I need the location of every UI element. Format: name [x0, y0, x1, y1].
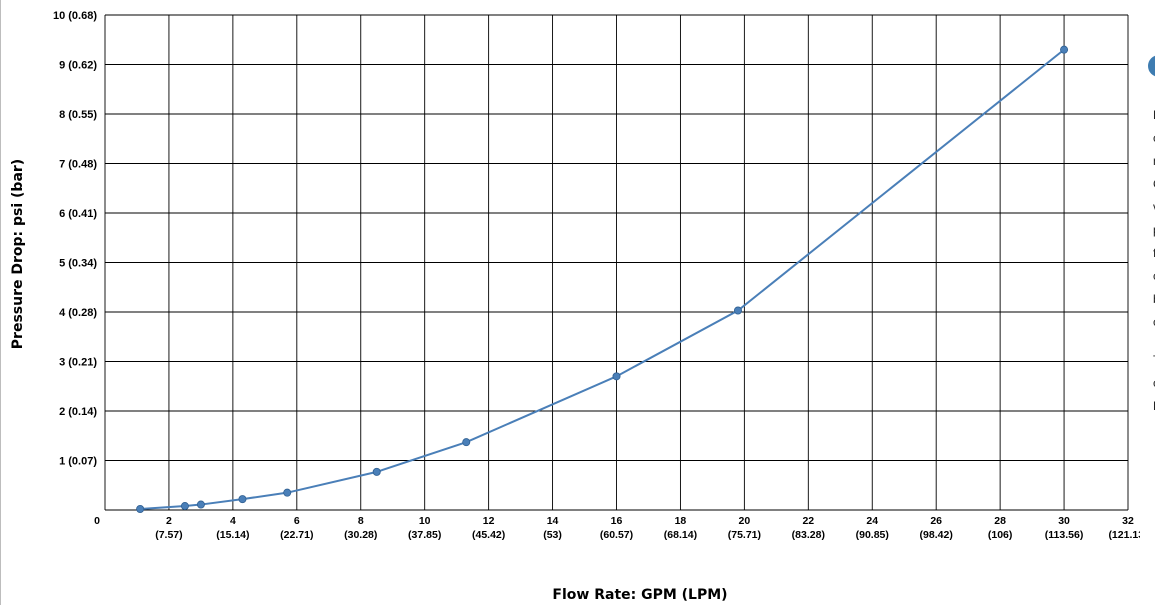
x-tick-sublabel: (98.42) [920, 529, 953, 541]
x-tick-label: 0 [94, 515, 100, 527]
y-tick-label: 9 (0.62) [59, 60, 97, 72]
series [137, 46, 1068, 513]
x-tick-label: 30 [1058, 515, 1070, 527]
data-point [373, 468, 380, 475]
y-tick-label: 7 (0.48) [59, 159, 97, 171]
data-point [734, 307, 741, 314]
data-point [239, 496, 246, 503]
y-tick-label: 6 (0.41) [59, 208, 97, 220]
x-tick-label: 26 [930, 515, 942, 527]
x-tick-sublabel: (22.71) [280, 529, 313, 541]
side-panel-text: FcnCvpfcbcTcF [1140, 55, 1155, 435]
x-tick-label: 32 [1122, 515, 1134, 527]
x-tick-label: 4 [230, 515, 236, 527]
grid [105, 15, 1128, 510]
y-tick-label: 1 (0.07) [59, 456, 97, 468]
x-tick-sublabel: (68.14) [664, 529, 697, 541]
x-tick-sublabel: (7.57) [155, 529, 182, 541]
x-tick-label: 20 [739, 515, 751, 527]
y-tick-label: 8 (0.55) [59, 109, 97, 121]
y-tick-label: 10 (0.68) [53, 10, 97, 22]
data-point [613, 373, 620, 380]
data-point [1060, 46, 1067, 53]
x-tick-sublabel: (53) [543, 529, 562, 541]
x-tick-sublabel: (37.85) [408, 529, 441, 541]
x-tick-label: 14 [547, 515, 559, 527]
x-tick-label: 16 [611, 515, 623, 527]
y-tick-label: 5 (0.34) [59, 258, 97, 270]
y-tick-label: 4 (0.28) [59, 307, 97, 319]
x-tick-sublabel: (30.28) [344, 529, 377, 541]
data-point [197, 501, 204, 508]
x-tick-label: 28 [994, 515, 1006, 527]
x-tick-sublabel: (90.85) [856, 529, 889, 541]
data-point [284, 489, 291, 496]
data-point [463, 439, 470, 446]
x-tick-sublabel: (106) [988, 529, 1013, 541]
y-tick-labels: 1 (0.07) 2 (0.14) 3 (0.21) 4 (0.28) 5 (0.34)… [53, 10, 97, 468]
data-point [137, 505, 144, 512]
x-tick-label: 2 [166, 515, 172, 527]
x-tick-label: 24 [866, 515, 878, 527]
y-axis-title: Pressure Drop: psi (bar) [10, 159, 26, 349]
y-tick-label: 3 (0.21) [59, 357, 97, 369]
info-badge-icon [1148, 55, 1155, 77]
x-axis-title: Flow Rate: GPM (LPM) [552, 587, 727, 603]
x-tick-sublabel: (83.28) [792, 529, 825, 541]
x-tick-label: 8 [358, 515, 364, 527]
x-tick-sublabel: (45.42) [472, 529, 505, 541]
x-tick-label: 18 [675, 515, 687, 527]
x-tick-label: 6 [294, 515, 300, 527]
x-tick-sublabel: (121.13) [1108, 529, 1140, 541]
data-point [181, 502, 188, 509]
series-line [140, 50, 1064, 509]
x-tick-sublabel: (75.71) [728, 529, 761, 541]
x-tick-sublabel: (60.57) [600, 529, 633, 541]
x-tick-sublabel: (113.56) [1045, 529, 1084, 541]
x-tick-sublabel: (15.14) [216, 529, 249, 541]
y-tick-label: 2 (0.14) [59, 406, 97, 418]
x-tick-label: 10 [419, 515, 431, 527]
x-tick-labels: 0 2 (7.57) 4 (15.14) 6 (22.71) 8 (30.28) 10 (37.85… [94, 515, 1140, 541]
x-tick-label: 12 [483, 515, 495, 527]
x-tick-label: 22 [802, 515, 814, 527]
